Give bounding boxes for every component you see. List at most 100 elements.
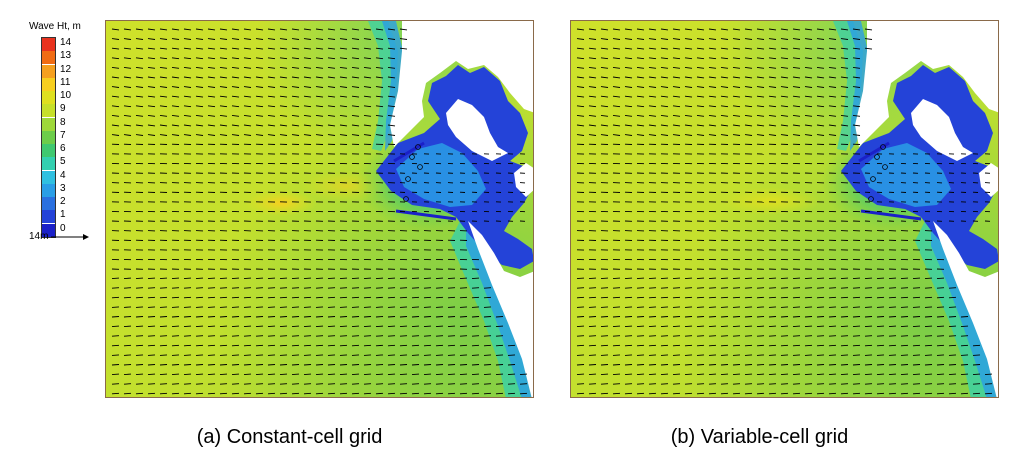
wave-vector [411, 296, 420, 299]
wave-vector [624, 335, 633, 337]
wave-vector [756, 354, 765, 356]
wave-vector [732, 28, 741, 31]
wave-vector [459, 306, 468, 308]
wave-vector [816, 325, 825, 328]
wave-vector [183, 47, 192, 50]
wave-vector [816, 364, 825, 366]
wave-vector [816, 38, 825, 40]
wave-vector [207, 344, 216, 347]
wave-vector [339, 114, 348, 117]
wave-vector [840, 114, 849, 117]
wave-vector [768, 277, 777, 280]
wave-vector [624, 105, 633, 108]
wave-vector [684, 134, 693, 136]
wave-vector [816, 57, 825, 60]
wave-vector [600, 316, 609, 318]
wave-vector [720, 354, 729, 356]
wave-vector [672, 66, 681, 69]
wave-vector [672, 325, 681, 328]
wave-vector [171, 316, 180, 318]
wave-vector [660, 373, 669, 376]
wave-vector [888, 392, 897, 395]
wave-vector [339, 325, 348, 328]
wave-vector [648, 392, 657, 395]
wave-vector [159, 86, 168, 88]
wave-vector [720, 114, 729, 117]
colorbar-swatch [42, 130, 55, 144]
wave-vector [600, 344, 609, 347]
wave-vector [135, 392, 144, 395]
wave-vector [327, 344, 336, 347]
wave-vector [840, 95, 849, 98]
wave-vector [375, 57, 384, 60]
wave-vector [363, 57, 372, 60]
wave-vector [948, 325, 957, 328]
wave-vector [303, 344, 312, 347]
wave-vector [135, 76, 144, 79]
wave-vector [291, 38, 300, 40]
north-surf-zone [847, 21, 869, 151]
wave-vector [588, 325, 597, 328]
wave-vector [171, 38, 180, 40]
colorbar-swatch [42, 117, 55, 131]
wave-vector [183, 76, 192, 79]
wave-vector [600, 134, 609, 136]
wave-vector [195, 95, 204, 98]
wave-vector [459, 287, 468, 289]
wave-vector [672, 277, 681, 280]
wave-vector [111, 86, 120, 88]
wave-vector [780, 28, 789, 31]
wave-vector [399, 287, 408, 289]
wave-vector [171, 114, 180, 117]
wave-vector [756, 38, 765, 40]
wave-vector [231, 306, 240, 308]
wave-vector [624, 277, 633, 280]
wave-vector [195, 344, 204, 347]
wave-vector [243, 105, 252, 108]
wave-vector [612, 114, 621, 117]
wave-vector [624, 364, 633, 366]
wave-vector [708, 383, 717, 385]
colorbar-swatch [42, 38, 55, 51]
wave-vector [840, 325, 849, 328]
wave-vector [888, 383, 897, 385]
wave-vector [780, 124, 789, 127]
wave-vector [852, 28, 861, 31]
wave-vector [840, 47, 849, 50]
colorbar-tick-label: 14 [60, 37, 72, 48]
wave-vector [708, 354, 717, 356]
wave-vector [387, 373, 396, 376]
wave-vector [267, 38, 276, 40]
wave-vector [231, 316, 240, 318]
wave-vector [636, 66, 645, 69]
wave-vector [732, 316, 741, 318]
wave-vector [495, 335, 504, 337]
wave-vector [576, 38, 585, 40]
wave-vector [423, 335, 432, 337]
wave-vector [243, 354, 252, 356]
wave-vector [255, 373, 264, 376]
wave-vector [351, 373, 360, 376]
wave-vector [351, 47, 360, 50]
wave-vector [780, 76, 789, 79]
wave-vector [660, 364, 669, 366]
wave-vector [648, 344, 657, 347]
wave-vector [339, 354, 348, 356]
wave-vector [576, 95, 585, 98]
wave-vector [207, 383, 216, 385]
wave-vector [612, 47, 621, 50]
wave-vector [612, 383, 621, 385]
wave-vector [255, 76, 264, 79]
wave-vector [171, 373, 180, 376]
wave-vector [147, 325, 156, 328]
wave-vector [636, 86, 645, 88]
map-panel-variable-cell [570, 20, 999, 398]
wave-vector [876, 296, 885, 299]
bay-island [446, 99, 508, 161]
wave-vector [936, 392, 945, 395]
wave-vector [279, 105, 288, 108]
wave-vector [351, 114, 360, 117]
wave-vector [792, 364, 801, 366]
colorbar-tick-label: 1 [60, 209, 66, 221]
buoy-marker [868, 196, 874, 202]
